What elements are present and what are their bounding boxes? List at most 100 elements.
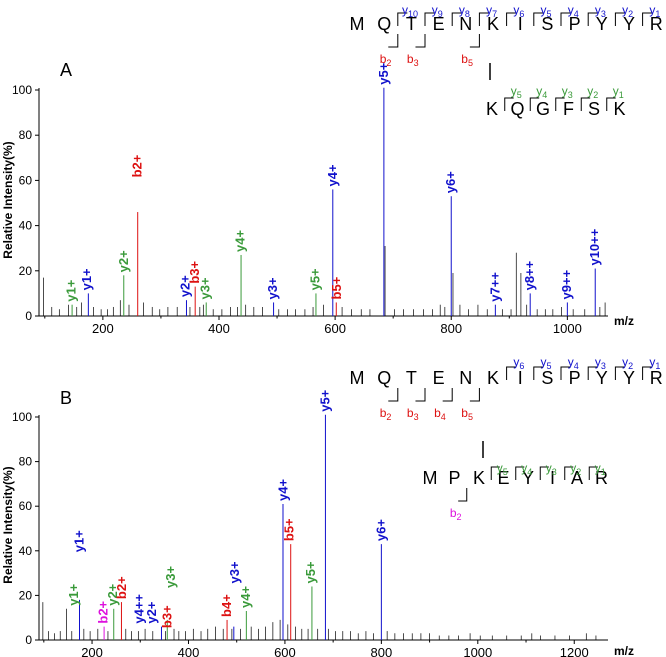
ion-subscript: 2: [576, 467, 581, 477]
peak-label: y1+: [66, 583, 81, 605]
y-ion-bracket: [580, 97, 591, 111]
peak-label: y3+: [227, 561, 242, 583]
ion-subscript: 6: [519, 9, 524, 19]
x-tick-label: 400: [178, 645, 200, 657]
ion-subscript: 5: [468, 58, 473, 68]
b-ion-label: b4: [434, 406, 446, 422]
x-axis-label: m/z: [614, 644, 634, 657]
y-ion-label: y2: [587, 84, 598, 100]
peak-label: y6+: [373, 519, 388, 541]
ion-subscript: 1: [655, 361, 660, 371]
residue-letter: E: [497, 468, 509, 488]
ion-subscript: 2: [386, 58, 391, 68]
residue-letter: P: [569, 368, 581, 388]
residue-letter: F: [563, 99, 574, 119]
residue-letter: M: [350, 14, 365, 34]
y-ion-bracket: [606, 97, 616, 111]
x-tick-label: 800: [440, 321, 462, 336]
ion-subscript: 2: [628, 361, 633, 371]
y-ion-label: y4: [536, 84, 547, 100]
y-ion-label: y3: [595, 355, 606, 371]
b-ion-label: b3: [407, 52, 419, 68]
peak-label: y4+: [232, 230, 247, 252]
residue-letter: I: [518, 14, 523, 34]
peak-label: y5+: [317, 389, 332, 411]
residue-letter: T: [406, 368, 417, 388]
ion-subscript: 6: [519, 361, 524, 371]
y-ion-label: y10: [402, 3, 418, 19]
y-tick-label: 40: [19, 544, 33, 558]
y-tick-label: 100: [12, 83, 32, 97]
b-ion-bracket: [388, 34, 399, 48]
peak-label: y1+: [79, 268, 94, 290]
peak-label: b4+: [219, 594, 234, 617]
y-tick-label: 60: [19, 173, 33, 187]
y-axis-label: Relative Intensity(%): [1, 141, 15, 258]
residue-letter: Q: [510, 99, 524, 119]
x-axis-label: m/z: [614, 314, 634, 328]
y-ion-label: y2: [570, 461, 581, 477]
y-ion-label: y3: [562, 84, 573, 100]
y-ion-label: y2: [622, 355, 633, 371]
y-ion-bracket: [560, 366, 571, 380]
y-ion-label: y5: [541, 3, 552, 19]
residue-letter: K: [487, 14, 499, 34]
b-ion-bracket: [415, 34, 426, 48]
peak-label: b2+: [130, 154, 145, 177]
y-ion-bracket: [506, 366, 517, 380]
panel-label: A: [60, 60, 72, 80]
peak-label: y1+: [72, 530, 87, 552]
residue-letter: K: [613, 99, 625, 119]
y-ion-bracket: [642, 12, 653, 26]
ion-subscript: 5: [547, 361, 552, 371]
peak-label: b3+: [159, 605, 174, 628]
y-ion-label: y4: [568, 3, 579, 19]
peak-label: y2+: [116, 250, 131, 272]
peak-label: y4++: [131, 594, 146, 624]
peak-label: b5+: [281, 518, 296, 541]
y-ion-label: y1: [649, 3, 660, 19]
y-ion-bracket: [490, 466, 500, 480]
y-ion-bracket: [614, 366, 625, 380]
peak-label: b2+: [114, 576, 129, 599]
ion-subscript: 3: [601, 361, 606, 371]
residue-letter: R: [650, 368, 663, 388]
peak-label: b2+: [96, 600, 111, 623]
y-tick-label: 80: [19, 128, 33, 142]
ion-subscript: 5: [547, 9, 552, 19]
y-ion-bracket: [560, 12, 571, 26]
residue-letter: Q: [377, 368, 391, 388]
y-ion-label: y1: [649, 355, 660, 371]
b-ion-bracket: [415, 388, 426, 402]
b-ion-label: b2: [380, 406, 392, 422]
peak-label: y7++: [487, 272, 502, 302]
x-tick-label: 400: [208, 321, 230, 336]
y-ion-label: y3: [595, 3, 606, 19]
residue-letter: M: [350, 368, 365, 388]
ion-subscript: 4: [542, 90, 547, 100]
ion-subscript: 5: [517, 90, 522, 100]
ion-subscript: 5: [503, 467, 508, 477]
ion-subscript: 4: [574, 9, 579, 19]
ion-subscript: 4: [574, 361, 579, 371]
ion-subscript: 2: [457, 512, 462, 522]
ion-subscript: 9: [438, 9, 443, 19]
y-ion-label: y7: [486, 3, 497, 19]
ion-subscript: 3: [568, 90, 573, 100]
residue-letter: N: [459, 14, 472, 34]
x-tick-label: 800: [371, 645, 393, 657]
y-ion-bracket: [533, 366, 544, 380]
peak-label: y2+: [105, 583, 120, 605]
ion-subscript: 1: [619, 90, 624, 100]
residue-letter: Y: [623, 14, 635, 34]
y-ion-bracket: [478, 12, 489, 26]
residue-letter: Y: [623, 368, 635, 388]
y-ion-label: y4: [568, 355, 579, 371]
peak-label: y6+: [443, 171, 458, 193]
y-ion-bracket: [529, 97, 540, 111]
b-ion-label: b3: [407, 406, 419, 422]
peak-label: b3+: [187, 260, 202, 283]
panel-B: 0 20 40 60 80 100 200 400 600 800 1000 1200 m/z Relat…: [1, 355, 663, 657]
